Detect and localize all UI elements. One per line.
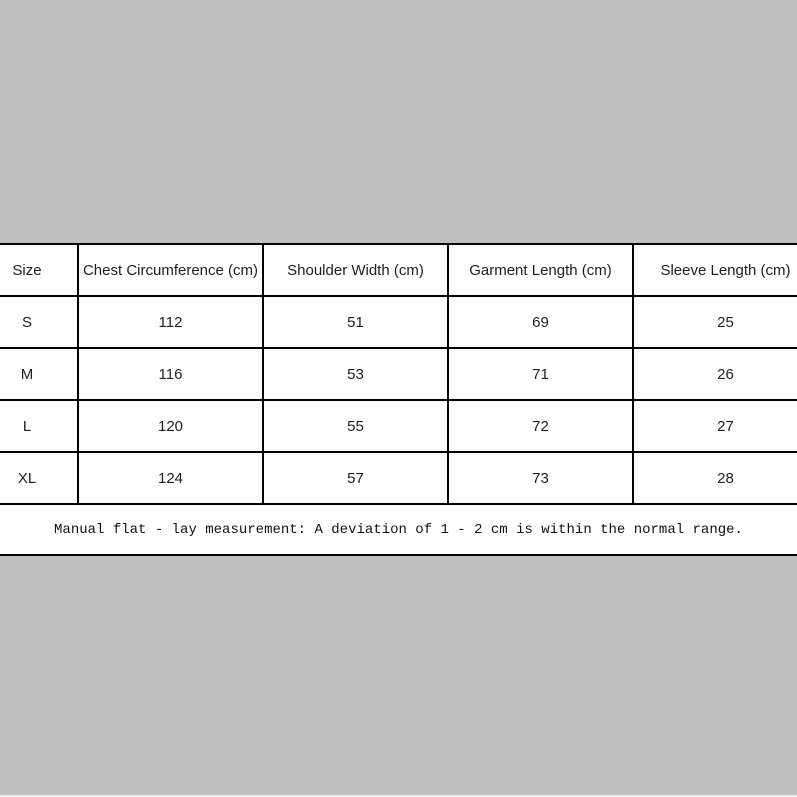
cell-l-chest: 120 [77,399,264,453]
col-header-shoulder-width: Shoulder Width (cm) [262,243,449,297]
col-header-sleeve-length: Sleeve Length (cm) [632,243,797,297]
cell-s-garment-length: 69 [447,295,634,349]
cell-m-chest: 116 [77,347,264,401]
cell-m-sleeve: 26 [632,347,797,401]
size-chart-panel: Size Chest Circumference (cm) Shoulder W… [0,243,797,556]
cell-size-l: L [0,399,79,453]
cell-xl-chest: 124 [77,451,264,505]
table-row-s: S 112 51 69 25 [0,295,797,349]
col-header-chest-circumference: Chest Circumference (cm) [77,243,264,297]
cell-size-m: M [0,347,79,401]
table-row-l: L 120 55 72 27 [0,399,797,453]
cell-s-chest: 112 [77,295,264,349]
cell-l-sleeve: 27 [632,399,797,453]
cell-size-s: S [0,295,79,349]
size-chart-table-clip: Size Chest Circumference (cm) Shoulder W… [0,243,797,505]
cell-size-xl: XL [0,451,79,505]
measurement-note-band: Manual flat - lay measurement: A deviati… [0,505,797,554]
col-header-garment-length: Garment Length (cm) [447,243,634,297]
table-row-xl: XL 124 57 73 28 [0,451,797,505]
header-row: Size Chest Circumference (cm) Shoulder W… [0,243,797,297]
cell-s-shoulder: 51 [262,295,449,349]
cell-xl-garment-length: 73 [447,451,634,505]
col-header-size: Size [0,243,79,297]
cell-xl-sleeve: 28 [632,451,797,505]
measurement-note: Manual flat - lay measurement: A deviati… [54,521,743,538]
cell-l-garment-length: 72 [447,399,634,453]
cell-m-garment-length: 71 [447,347,634,401]
bottom-edge-divider [0,795,797,797]
cell-s-sleeve: 25 [632,295,797,349]
cell-m-shoulder: 53 [262,347,449,401]
size-chart-table: Size Chest Circumference (cm) Shoulder W… [0,243,797,505]
cell-l-shoulder: 55 [262,399,449,453]
table-row-m: M 116 53 71 26 [0,347,797,401]
cell-xl-shoulder: 57 [262,451,449,505]
